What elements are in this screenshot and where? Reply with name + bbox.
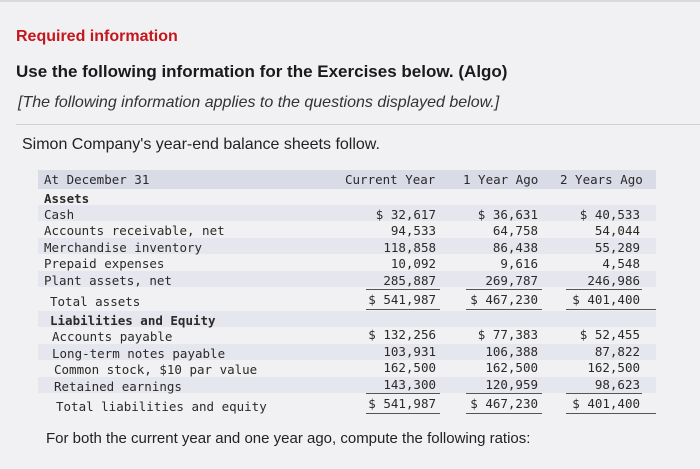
cell-total-liabilities-1-year-ago: $ 467,230 bbox=[470, 396, 538, 411]
cell-prepaid-expenses-2-years-ago: 4,548 bbox=[602, 256, 640, 271]
cell-merchandise-inventory-2-years-ago: 55,289 bbox=[594, 240, 640, 255]
cell-common-stock-current: 162,500 bbox=[383, 360, 436, 375]
cell-accounts-receivable-2-years-ago: 54,044 bbox=[594, 223, 640, 238]
instructions-heading: Use the following information for the Ex… bbox=[16, 62, 508, 81]
cell-plant-assets-current: 285,887 bbox=[383, 273, 436, 288]
top-rule bbox=[0, 0, 700, 2]
intro-text: Simon Company's year-end balance sheets … bbox=[22, 136, 380, 153]
row-label-total-assets: Total assets bbox=[50, 294, 141, 309]
cell-merchandise-inventory-current: 118,858 bbox=[383, 240, 436, 255]
row-label-retained-earnings: Retained earnings bbox=[54, 379, 182, 394]
subtotal-underline bbox=[466, 393, 542, 394]
cell-retained-earnings-1-year-ago: 120,959 bbox=[485, 377, 538, 392]
row-band bbox=[38, 377, 656, 393]
cell-accounts-receivable-1-year-ago: 64,758 bbox=[492, 223, 538, 238]
total-underline bbox=[566, 309, 656, 310]
required-information-heading: Required information bbox=[16, 28, 178, 45]
cell-retained-earnings-2-years-ago: 98,623 bbox=[594, 377, 640, 392]
total-underline bbox=[366, 413, 440, 414]
cell-prepaid-expenses-1-year-ago: 9,616 bbox=[500, 256, 538, 271]
subtotal-underline bbox=[566, 393, 642, 394]
ratios-prompt: For both the current year and one year a… bbox=[46, 430, 531, 447]
row-band bbox=[38, 344, 656, 360]
total-underline bbox=[466, 413, 542, 414]
cell-cash-1-year-ago: $ 36,631 bbox=[477, 207, 538, 222]
cell-total-assets-2-years-ago: $ 401,400 bbox=[572, 292, 640, 307]
row-label-common-stock: Common stock, $10 par value bbox=[54, 362, 258, 377]
cell-cash-current: $ 32,617 bbox=[375, 207, 436, 222]
cell-accounts-payable-1-year-ago: $ 77,383 bbox=[477, 327, 538, 342]
row-label-accounts-payable: Accounts payable bbox=[52, 329, 173, 344]
cell-accounts-payable-2-years-ago: $ 52,455 bbox=[579, 327, 640, 342]
row-band bbox=[38, 311, 656, 327]
table-header-bar bbox=[38, 170, 656, 189]
subtotal-underline bbox=[566, 289, 642, 290]
column-header-current-year: Current Year bbox=[345, 172, 436, 187]
cell-total-liabilities-current: $ 541,987 bbox=[368, 396, 436, 411]
cell-long-term-notes-1-year-ago: 106,388 bbox=[485, 344, 538, 359]
liabilities-heading: Liabilities and Equity bbox=[50, 313, 216, 328]
cell-merchandise-inventory-1-year-ago: 86,438 bbox=[492, 240, 538, 255]
row-label-accounts-receivable: Accounts receivable, net bbox=[44, 223, 225, 238]
column-header-date: At December 31 bbox=[44, 172, 150, 187]
cell-plant-assets-2-years-ago: 246,986 bbox=[587, 273, 640, 288]
cell-common-stock-1-year-ago: 162,500 bbox=[485, 360, 538, 375]
subtotal-underline bbox=[366, 393, 440, 394]
row-label-plant-assets: Plant assets, net bbox=[44, 273, 172, 288]
cell-long-term-notes-current: 103,931 bbox=[383, 344, 436, 359]
cell-total-assets-current: $ 541,987 bbox=[368, 292, 436, 307]
subtotal-underline bbox=[466, 289, 542, 290]
cell-common-stock-2-years-ago: 162,500 bbox=[587, 360, 640, 375]
subtotal-underline bbox=[366, 289, 440, 290]
column-header-2-years-ago: 2 Years Ago bbox=[560, 172, 643, 187]
column-header-1-year-ago: 1 Year Ago bbox=[463, 172, 539, 187]
total-underline bbox=[366, 309, 440, 310]
cell-accounts-receivable-current: 94,533 bbox=[390, 223, 436, 238]
cell-prepaid-expenses-current: 10,092 bbox=[390, 256, 436, 271]
row-label-cash: Cash bbox=[44, 207, 75, 222]
row-band bbox=[38, 205, 656, 221]
row-label-merchandise-inventory: Merchandise inventory bbox=[44, 240, 203, 255]
assets-heading: Assets bbox=[44, 191, 90, 206]
row-band bbox=[38, 238, 656, 254]
cell-long-term-notes-2-years-ago: 87,822 bbox=[594, 344, 640, 359]
cell-cash-2-years-ago: $ 40,533 bbox=[579, 207, 640, 222]
row-label-prepaid-expenses: Prepaid expenses bbox=[44, 256, 165, 271]
applies-note: [The following information applies to th… bbox=[18, 94, 500, 111]
cell-total-assets-1-year-ago: $ 467,230 bbox=[470, 292, 538, 307]
row-label-total-liabilities-equity: Total liabilities and equity bbox=[56, 399, 267, 414]
cell-retained-earnings-current: 143,300 bbox=[383, 377, 436, 392]
total-underline bbox=[566, 413, 656, 414]
cell-total-liabilities-2-years-ago: $ 401,400 bbox=[572, 396, 640, 411]
cell-accounts-payable-current: $ 132,256 bbox=[368, 327, 436, 342]
total-underline bbox=[466, 309, 542, 310]
cell-plant-assets-1-year-ago: 269,787 bbox=[485, 273, 538, 288]
row-band bbox=[38, 271, 656, 287]
row-label-long-term-notes-payable: Long-term notes payable bbox=[52, 346, 226, 361]
section-divider bbox=[16, 124, 700, 125]
